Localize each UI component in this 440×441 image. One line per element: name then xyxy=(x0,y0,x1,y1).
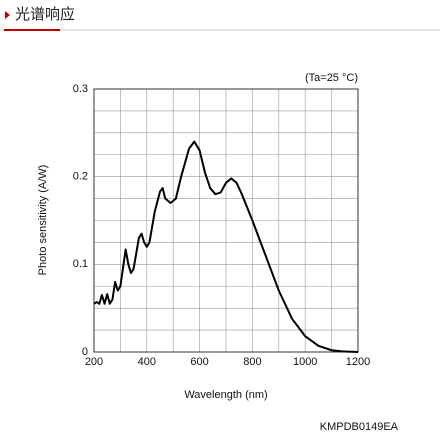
x-tick-label: 400 xyxy=(138,356,156,368)
x-tick-label: 800 xyxy=(243,356,261,368)
y-tick-label: 0.1 xyxy=(73,258,88,270)
y-tick-label: 0 xyxy=(82,346,88,358)
y-tick-label: 0.2 xyxy=(73,171,88,183)
x-tick-label: 1000 xyxy=(293,356,317,368)
annotation: (Ta=25 °C) xyxy=(305,72,358,84)
plot-frame xyxy=(93,88,359,353)
x-tick-label: 200 xyxy=(85,356,103,368)
header-marker xyxy=(5,11,10,19)
y-axis-label: Photo sensitivity (A/W) xyxy=(37,165,49,276)
x-tick-label: 1200 xyxy=(346,356,370,368)
figure-code: KMPDB0149EA xyxy=(320,421,399,433)
x-axis-label: Wavelength (nm) xyxy=(184,389,267,401)
header-title: 光谱响应 xyxy=(15,5,75,23)
x-tick-label: 600 xyxy=(190,356,208,368)
spectral-curve xyxy=(93,140,359,353)
y-tick-label: 0.3 xyxy=(73,83,88,95)
